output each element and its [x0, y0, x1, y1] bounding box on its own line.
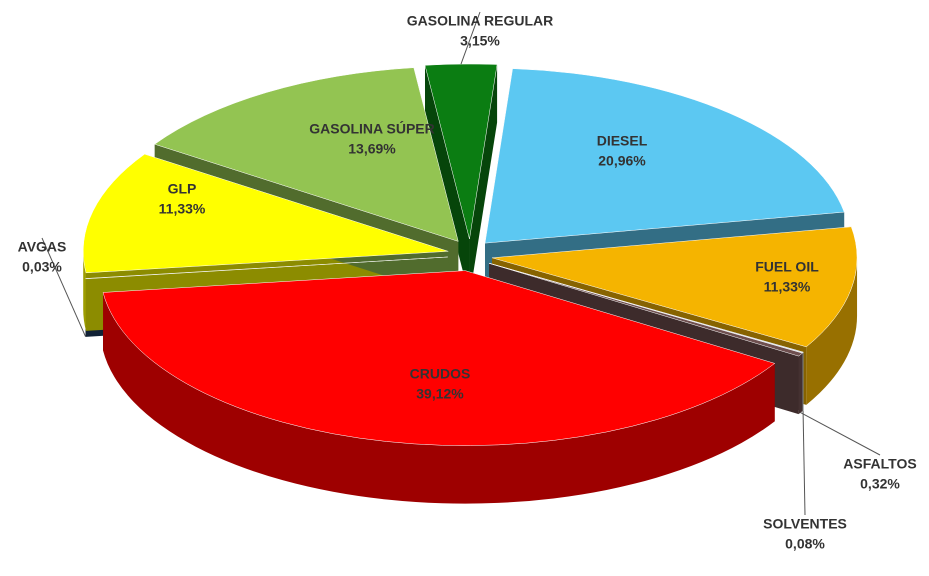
slice-value-label: 11,33% — [159, 201, 206, 217]
slice-label: GASOLINA SÚPER — [309, 120, 435, 137]
labels: GASOLINA REGULAR 3,15% DIESEL 20,96% FUEL OI… — [18, 11, 917, 552]
slice — [154, 67, 459, 242]
slice-label: ASFALTOS — [843, 456, 916, 472]
slice — [424, 63, 498, 240]
slice-side — [83, 251, 86, 331]
slice-side — [798, 353, 803, 415]
slice-value-label: 0,32% — [860, 476, 900, 492]
slice-label: FUEL OIL — [755, 259, 819, 275]
slice-label: CRUDOS — [410, 366, 471, 382]
slice-side — [103, 292, 775, 504]
slice — [489, 263, 803, 357]
slice-value-label: 13,69% — [348, 141, 396, 157]
slice-side — [806, 257, 858, 405]
slice-label: GASOLINA REGULAR — [407, 13, 553, 29]
slice-label: AVGAS — [18, 239, 67, 255]
slice-value-label: 11,33% — [764, 279, 811, 295]
slice — [102, 270, 776, 446]
slice-side — [802, 352, 804, 411]
sides — [83, 251, 858, 504]
slice-value-label: 39,12% — [416, 386, 464, 402]
slice — [484, 68, 845, 244]
slice — [491, 226, 858, 348]
leader-line — [460, 11, 481, 65]
leader-line — [800, 412, 881, 456]
slice-value-label: 3,15% — [460, 33, 500, 49]
slice — [85, 256, 448, 280]
slice-wall — [469, 64, 498, 298]
slice-value-label: 0,03% — [22, 259, 62, 275]
slice-wall — [424, 65, 470, 298]
leader-line — [802, 410, 806, 516]
slice-label: SOLVENTES — [763, 516, 847, 532]
slice-label: DIESEL — [597, 133, 648, 149]
leader-line — [41, 237, 87, 337]
slice — [82, 153, 449, 274]
slice-value-label: 0,08% — [785, 536, 825, 552]
slice-label: GLP — [168, 181, 197, 197]
tops — [82, 63, 858, 446]
slice-value-label: 20,96% — [598, 153, 646, 169]
